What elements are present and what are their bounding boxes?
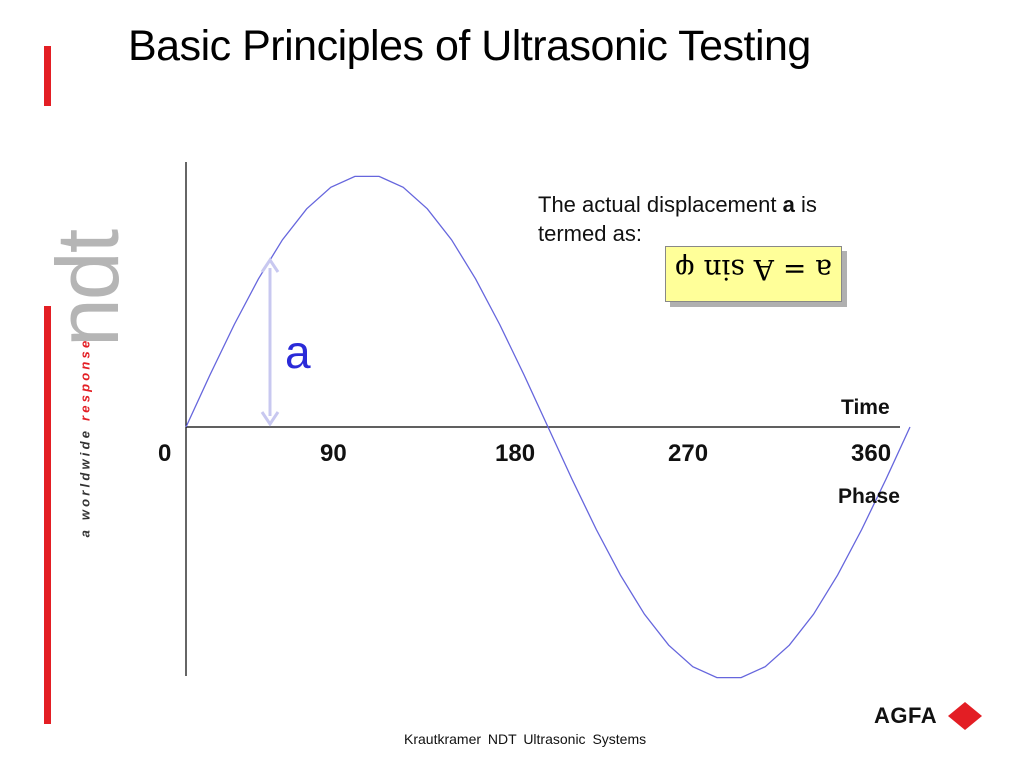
displacement-description: The actual displacement a is termed as: bbox=[538, 192, 817, 246]
footer-text: Krautkramer NDT Ultrasonic Systems bbox=[404, 731, 647, 747]
time-label: Time bbox=[841, 396, 890, 419]
agfa-logo-text: AGFA bbox=[874, 703, 938, 728]
tick-label-0: 0 bbox=[158, 440, 172, 467]
displacement-label: a bbox=[285, 326, 311, 378]
slide-title: Basic Principles of Ultrasonic Testing bbox=[128, 22, 811, 70]
tick-label-360: 360 bbox=[851, 440, 892, 467]
displacement-arrow bbox=[260, 257, 280, 427]
formula: a = A sin φ bbox=[675, 253, 832, 286]
formula-box: a = A sin φ bbox=[665, 246, 842, 302]
brand-red-line-top bbox=[44, 46, 51, 106]
tick-label-270: 270 bbox=[668, 440, 709, 467]
phase-label: Phase bbox=[838, 485, 900, 508]
tick-label-90: 90 bbox=[320, 440, 347, 467]
tick-label-180: 180 bbox=[495, 440, 536, 467]
brand-red-line-bottom bbox=[44, 306, 51, 724]
sine-wave bbox=[185, 175, 911, 679]
